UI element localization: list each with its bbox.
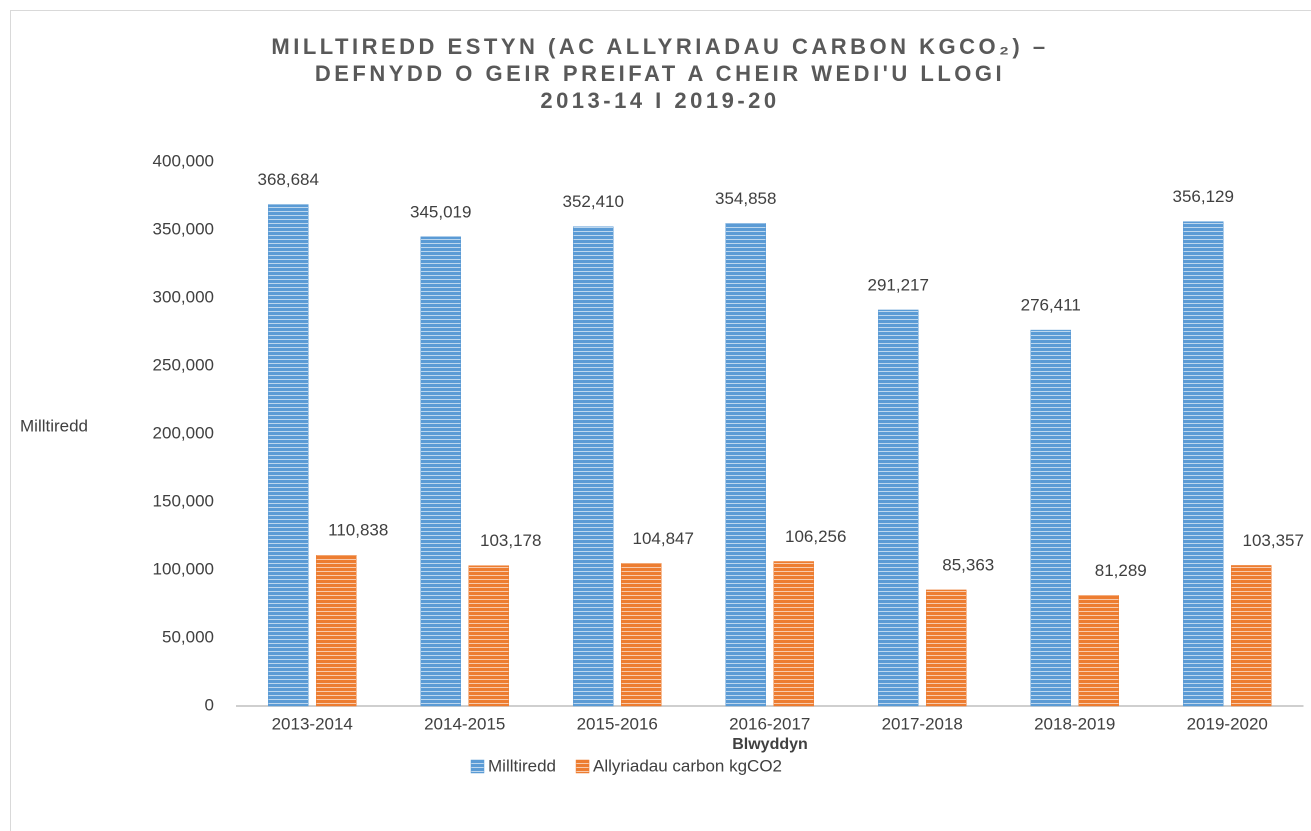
- bar: [468, 565, 509, 707]
- y-tick-label: 400,000: [153, 151, 214, 170]
- bar: [268, 204, 309, 707]
- x-tick-label: 2016-2017: [729, 714, 810, 733]
- value-label: 85,363: [942, 555, 994, 574]
- value-label: 354,858: [715, 189, 776, 208]
- value-label: 103,178: [480, 531, 541, 550]
- bar: [1231, 565, 1272, 707]
- chart-title: MILLTIREDD ESTYN (AC ALLYRIADAU CARBON K…: [271, 34, 1048, 59]
- legend-swatch: [575, 759, 590, 774]
- x-tick-label: 2017-2018: [882, 714, 963, 733]
- bar: [316, 555, 357, 707]
- bar: [725, 223, 766, 707]
- value-label: 81,289: [1095, 561, 1147, 580]
- value-label: 356,129: [1173, 187, 1234, 206]
- value-label: 103,357: [1243, 531, 1304, 550]
- value-label: 352,410: [563, 192, 624, 211]
- bar: [621, 563, 662, 707]
- chart-border: [10, 10, 1311, 831]
- y-axis-title: Milltiredd: [20, 416, 88, 435]
- bar: [773, 561, 814, 707]
- legend-swatch: [470, 759, 485, 774]
- y-tick-label: 150,000: [153, 491, 214, 510]
- y-tick-label: 250,000: [153, 355, 214, 374]
- legend-label: Allyriadau carbon kgCO2: [593, 756, 782, 775]
- value-label: 106,256: [785, 527, 846, 546]
- value-label: 110,838: [328, 521, 388, 540]
- value-label: 104,847: [633, 529, 694, 548]
- y-tick-label: 350,000: [153, 219, 214, 238]
- bar: [926, 589, 967, 707]
- chart-title: 2013-14 I 2019-20: [540, 88, 779, 113]
- x-tick-label: 2019-2020: [1187, 714, 1268, 733]
- y-tick-label: 200,000: [153, 423, 214, 442]
- bar: [420, 236, 461, 707]
- bar: [1030, 329, 1071, 707]
- x-tick-label: 2015-2016: [577, 714, 658, 733]
- value-label: 291,217: [868, 275, 929, 294]
- y-tick-label: 300,000: [153, 287, 214, 306]
- y-tick-label: 50,000: [162, 627, 214, 646]
- bar: [1183, 221, 1224, 707]
- value-label: 368,684: [258, 170, 319, 189]
- chart-title: DEFNYDD O GEIR PREIFAT A CHEIR WEDI'U LL…: [315, 61, 1005, 86]
- value-label: 276,411: [1021, 296, 1081, 315]
- bar: [1078, 595, 1119, 707]
- x-tick-label: 2014-2015: [424, 714, 505, 733]
- bar: [878, 309, 919, 707]
- x-axis-title: Blwyddyn: [732, 736, 808, 753]
- value-label: 345,019: [410, 202, 471, 221]
- x-tick-label: 2018-2019: [1034, 714, 1115, 733]
- y-tick-label: 100,000: [153, 559, 214, 578]
- legend-label: Milltiredd: [488, 756, 556, 775]
- x-tick-label: 2013-2014: [272, 714, 353, 733]
- bar: [573, 226, 614, 707]
- y-tick-label: 0: [205, 695, 214, 714]
